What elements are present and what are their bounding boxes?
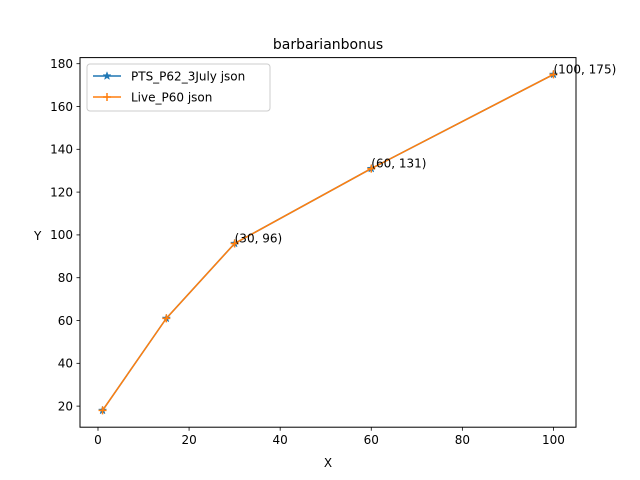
legend-box: [86, 63, 271, 112]
data-point-marker: [98, 406, 107, 415]
y-tick-label: 40: [58, 357, 73, 371]
plot-frame: [79, 57, 577, 428]
legend: PTS_P62_3July json Live_P60 json: [86, 63, 271, 112]
x-tick-label: 40: [273, 433, 288, 447]
legend-label: PTS_P62_3July json: [131, 70, 245, 84]
y-axis-label: Y: [33, 229, 42, 243]
x-ticks: 0 20 40 60 80 100: [94, 427, 565, 447]
annotations: (30, 96) (60, 131) (100, 175): [235, 62, 617, 245]
data-point-marker: [549, 70, 558, 79]
y-tick-label: 140: [50, 143, 73, 157]
data-point-marker: [367, 164, 376, 173]
data-label: (30, 96): [235, 231, 283, 245]
series-line-2: [101, 73, 554, 411]
legend-marker: [102, 71, 112, 81]
legend-label: Live_P60 json: [131, 91, 212, 105]
chart-title: barbarianbonus: [273, 37, 383, 53]
data-point-marker: [162, 314, 171, 323]
y-ticks: 20 40 60 80 100 120 140 160 180: [50, 57, 80, 413]
y-tick-label: 180: [50, 57, 73, 71]
y-tick-label: 100: [50, 228, 73, 242]
data-label: (100, 175): [553, 62, 616, 76]
y-tick-label: 60: [58, 314, 73, 328]
series-line-1: [101, 73, 554, 411]
legend-marker: [103, 93, 111, 101]
x-tick-label: 60: [364, 433, 379, 447]
x-axis-label: X: [324, 456, 332, 470]
x-tick-label: 80: [455, 433, 470, 447]
y-tick-label: 80: [58, 271, 73, 285]
data-label: (60, 131): [371, 157, 426, 171]
x-tick-label: 0: [94, 433, 102, 447]
y-tick-label: 160: [50, 100, 73, 114]
data-point-marker: [230, 239, 239, 248]
plot-marks: [97, 69, 559, 415]
y-tick-label: 120: [50, 185, 73, 199]
x-tick-label: 100: [542, 433, 565, 447]
x-tick-label: 20: [181, 433, 196, 447]
y-tick-label: 20: [58, 399, 73, 413]
